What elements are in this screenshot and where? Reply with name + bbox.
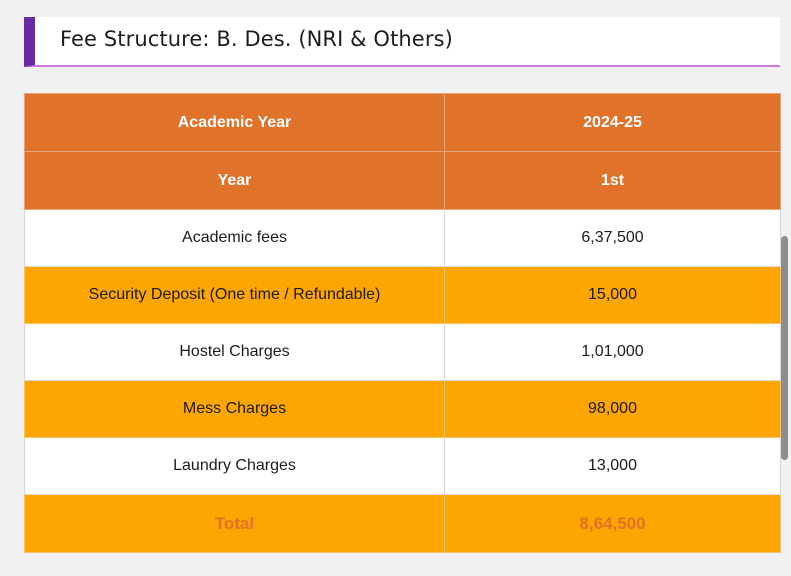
fee-label: Academic fees xyxy=(24,209,445,267)
table-row: Hostel Charges 1,01,000 xyxy=(24,323,781,381)
fee-label: Laundry Charges xyxy=(24,437,445,495)
fee-amount: 6,37,500 xyxy=(444,209,781,267)
fee-structure-table: Academic Year 2024-25 Year 1st Academic … xyxy=(24,93,781,553)
fee-amount: 98,000 xyxy=(444,380,781,438)
section-heading: Fee Structure: B. Des. (NRI & Others) xyxy=(24,17,780,67)
total-label: Total xyxy=(24,494,445,553)
total-amount: 8,64,500 xyxy=(444,494,781,553)
fee-amount: 13,000 xyxy=(444,437,781,495)
table-row: Laundry Charges 13,000 xyxy=(24,437,781,495)
fee-amount: 1,01,000 xyxy=(444,323,781,381)
header-cell-year-label: Year xyxy=(24,151,445,210)
table-row: Security Deposit (One time / Refundable)… xyxy=(24,266,781,324)
vertical-scrollbar-thumb[interactable] xyxy=(781,236,788,460)
table-total-row: Total 8,64,500 xyxy=(24,494,781,553)
header-cell-year-value: 1st xyxy=(444,151,781,210)
table-header-row-academic-year: Academic Year 2024-25 xyxy=(24,93,781,152)
header-cell-academic-year-value: 2024-25 xyxy=(444,93,781,152)
table-row: Academic fees 6,37,500 xyxy=(24,209,781,267)
table-row: Mess Charges 98,000 xyxy=(24,380,781,438)
table-header-row-year: Year 1st xyxy=(24,151,781,210)
page-title: Fee Structure: B. Des. (NRI & Others) xyxy=(60,27,453,51)
fee-amount: 15,000 xyxy=(444,266,781,324)
fee-label: Hostel Charges xyxy=(24,323,445,381)
fee-label: Security Deposit (One time / Refundable) xyxy=(24,266,445,324)
fee-label: Mess Charges xyxy=(24,380,445,438)
header-cell-academic-year-label: Academic Year xyxy=(24,93,445,152)
